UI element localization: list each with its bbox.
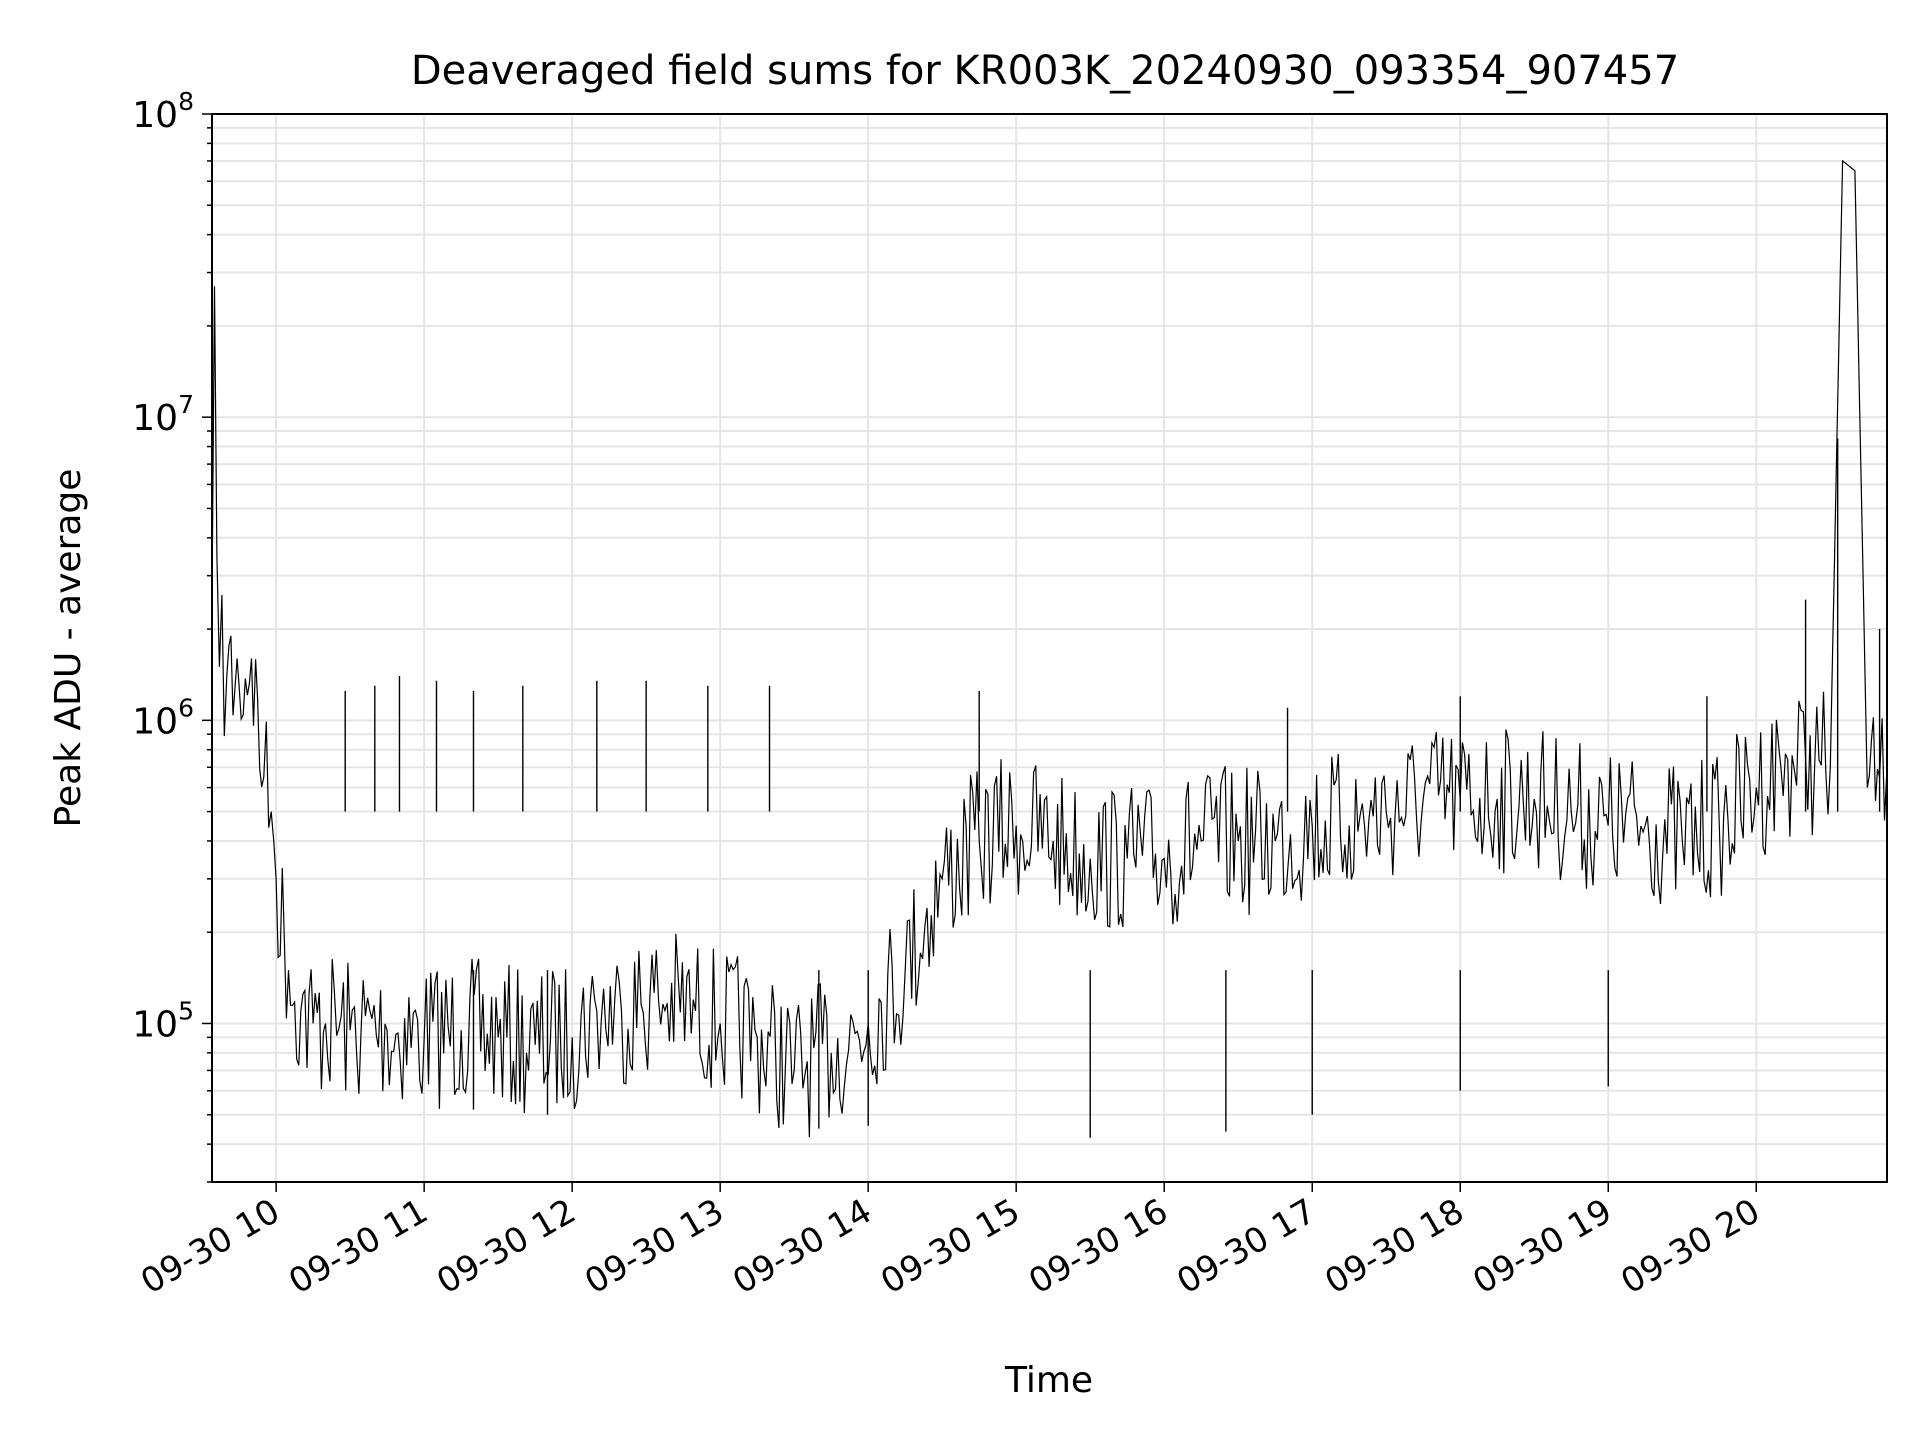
y-tick-label: 107: [132, 390, 194, 439]
y-tick-label: 108: [132, 87, 194, 136]
chart-title: Deaveraged field sums for KR003K_2024093…: [411, 48, 1679, 94]
y-tick-label: 106: [132, 693, 194, 742]
x-axis-label: Time: [1004, 1360, 1093, 1401]
series-layer: [211, 159, 1888, 1138]
y-axis: 105 106 107 108: [132, 87, 212, 1183]
plot-frame: [211, 113, 1888, 1183]
y-axis-label: Peak ADU - average: [48, 469, 89, 828]
y-tick-label: 105: [132, 996, 194, 1045]
series-line: [211, 159, 1888, 1138]
